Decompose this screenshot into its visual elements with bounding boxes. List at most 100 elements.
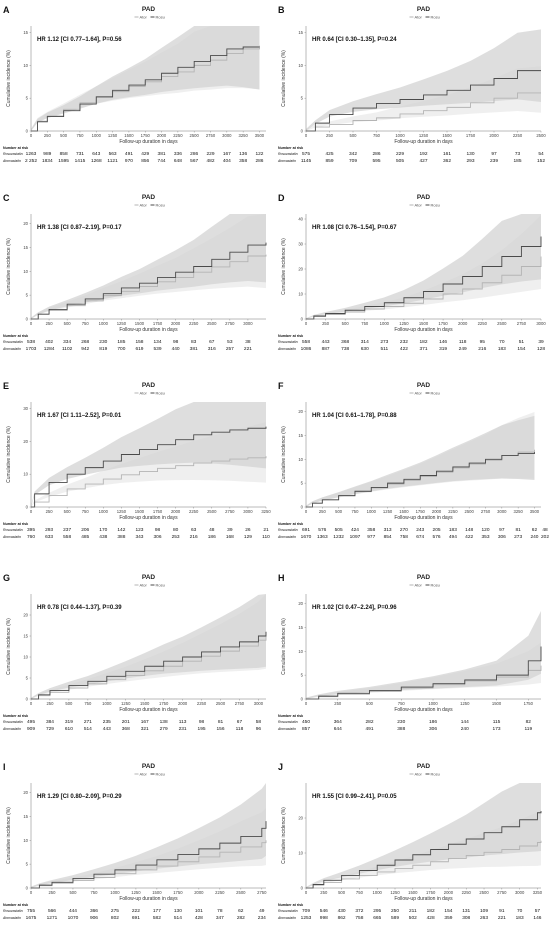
risk-cell: 98: [199, 719, 205, 725]
y-tick-label: 15: [23, 814, 28, 819]
risk-cell: 444: [69, 908, 77, 914]
x-tick-label: 1000: [99, 509, 109, 514]
risk-cell: 758: [400, 534, 408, 540]
risk-cell: 26: [245, 527, 251, 533]
risk-cell: 286: [255, 158, 263, 164]
x-tick-label: 0: [30, 701, 33, 706]
x-tick-label: 2500: [465, 509, 475, 514]
y-tick-label: 0: [301, 317, 304, 322]
risk-cell: 1097: [350, 534, 361, 540]
x-tick-label: 2500: [216, 701, 226, 706]
risk-cell: 1121: [107, 158, 118, 164]
risk-cell: 229: [207, 151, 215, 157]
x-tick-label: 1500: [135, 509, 145, 514]
risk-cell: 216: [190, 534, 198, 540]
legend-label-rosu: Rosu: [431, 14, 440, 19]
x-tick-label: 1250: [399, 321, 409, 326]
ci-band-rosu: [31, 783, 266, 888]
risk-cell: 1271: [47, 915, 58, 921]
risk-cell: 118: [459, 339, 467, 345]
risk-cell: 95: [480, 339, 486, 345]
risk-cell: 134: [154, 339, 162, 345]
km-line-rosu: [31, 631, 267, 700]
legend-label-rosu: Rosu: [431, 582, 440, 587]
risk-table-header: Number at risk: [3, 903, 28, 907]
x-tick-label: 2000: [444, 890, 454, 895]
y-tick-label: 0: [26, 697, 29, 702]
risk-table-header: Number at risk: [278, 714, 303, 718]
legend-label-ator: Ator: [140, 14, 148, 19]
risk-table-header: Number at risk: [278, 146, 303, 150]
risk-table-header: Number at risk: [278, 522, 303, 526]
x-tick-label: 750: [76, 133, 84, 138]
risk-table-header: Number at risk: [278, 903, 303, 907]
chart-title: PAD: [142, 382, 156, 389]
x-tick-label: 0: [305, 890, 308, 895]
legend-label-ator: Ator: [415, 771, 423, 776]
risk-cell: 862: [338, 915, 346, 921]
x-tick-label: 1500: [408, 890, 418, 895]
x-axis-label: Follow-up duration in days: [394, 896, 453, 902]
legend-label-rosu: Rosu: [156, 771, 165, 776]
x-tick-label: 2750: [225, 321, 235, 326]
risk-cell: 138: [160, 719, 168, 725]
x-tick-label: 250: [322, 321, 330, 326]
risk-cell: 136: [239, 151, 247, 157]
risk-cell: 856: [141, 158, 149, 164]
risk-cell: 148: [465, 527, 473, 533]
x-axis-label: Follow-up duration in days: [394, 515, 453, 521]
y-axis-label: Cumulative incidence (%): [281, 238, 287, 295]
risk-cell: 62: [238, 908, 244, 914]
x-tick-label: 0: [305, 321, 308, 326]
risk-cell: 186: [208, 534, 216, 540]
panel-g: G PAD Ator Rosu 0 250 500 750 1000 1250 1500 1750 20…: [0, 568, 275, 748]
risk-cell: 51: [519, 339, 525, 345]
y-axis-label: Cumulative incidence (%): [6, 238, 12, 295]
x-tick-label: 0: [30, 509, 33, 514]
risk-row-label: Rosuvastatin: [278, 152, 298, 156]
risk-cell: 691: [132, 915, 140, 921]
x-tick-label: 2500: [190, 133, 200, 138]
y-tick-label: 0: [26, 317, 29, 322]
risk-cell: 358: [239, 158, 247, 164]
risk-cell: 738: [341, 346, 349, 352]
risk-cell: 998: [320, 915, 328, 921]
risk-cell: 268: [81, 339, 89, 345]
risk-cell: 62: [532, 527, 538, 533]
hazard-ratio-annotation: HR 0.64 [CI 0.30–1.35], P=0.24: [312, 37, 397, 43]
y-tick-label: 0: [301, 886, 304, 891]
risk-cell: 563: [109, 151, 117, 157]
risk-cell: 170: [99, 527, 107, 533]
risk-cell: 321: [141, 726, 149, 732]
risk-cell: 279: [160, 726, 168, 732]
risk-cell: 485: [81, 534, 89, 540]
y-tick-label: 5: [301, 673, 304, 678]
x-tick-label: 1250: [117, 321, 127, 326]
panel-letter: C: [3, 193, 10, 203]
legend-label-rosu: Rosu: [156, 14, 165, 19]
panel-letter: B: [278, 5, 285, 15]
x-axis-label: Follow-up duration in days: [394, 707, 453, 713]
risk-cell: 313: [384, 527, 392, 533]
risk-cell: 173: [493, 726, 501, 732]
risk-cell: 185: [117, 339, 125, 345]
risk-cell: 250: [391, 908, 399, 914]
risk-cell: 589: [391, 915, 399, 921]
risk-cell: 98: [155, 527, 161, 533]
risk-cell: 293: [45, 527, 53, 533]
x-tick-label: 750: [373, 133, 381, 138]
x-tick-label: 2500: [536, 133, 546, 138]
risk-cell: 273: [514, 534, 522, 540]
y-tick-label: 15: [23, 30, 28, 35]
y-tick-label: 5: [301, 96, 304, 101]
risk-cell: 243: [416, 527, 424, 533]
risk-cell: 428: [195, 915, 203, 921]
risk-cell: 427: [419, 158, 427, 164]
risk-row-label: Rosuvastatin: [3, 340, 23, 344]
x-tick-label: 3000: [515, 890, 525, 895]
x-tick-label: 3250: [533, 890, 543, 895]
x-tick-label: 1250: [108, 133, 118, 138]
y-axis-label: Cumulative incidence (%): [281, 618, 287, 675]
